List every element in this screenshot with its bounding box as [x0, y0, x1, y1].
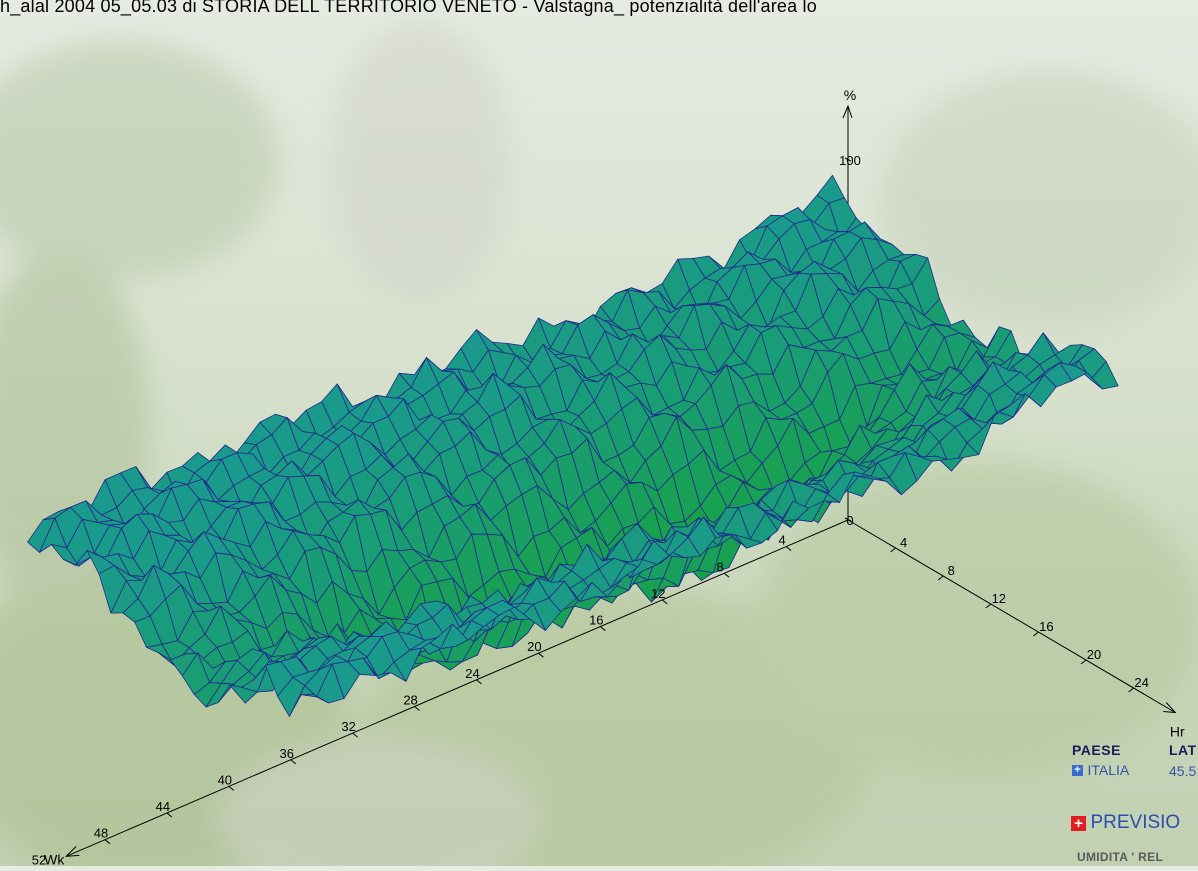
wk-tick-label: 4 [778, 533, 785, 548]
wk-tick-mark [538, 652, 544, 658]
wk-axis-arrow [64, 845, 80, 857]
umidita-label: UMIDITA ' REL [1077, 850, 1164, 864]
hr-tick-label: 20 [1087, 647, 1101, 662]
wk-tick-mark [166, 812, 173, 818]
wk-tick-mark [785, 546, 792, 552]
lat-value: 45.5 [1169, 763, 1197, 779]
wk-tick-label: 36 [279, 746, 293, 761]
lat-heading: LAT [1169, 742, 1197, 758]
wk-tick-mark [661, 599, 668, 605]
country-link[interactable]: ITALIA [1087, 762, 1130, 778]
z-axis-arrow [842, 104, 853, 119]
page-title: h_alal 2004 05_05.03 di STORIA DELL TERR… [0, 0, 817, 16]
hr-tick-label: 16 [1039, 619, 1053, 634]
hr-tick-mark [985, 603, 992, 609]
hr-tick-label: 24 [1134, 675, 1148, 690]
wk-tick-label: 52 [32, 852, 46, 866]
panel-heading-row: PAESE [1072, 742, 1121, 760]
hr-tick-mark [937, 575, 944, 581]
hr-tick-mark [1128, 687, 1134, 693]
wk-tick-label: 16 [589, 613, 603, 628]
wk-tick-label: 24 [465, 666, 479, 681]
z-tick-mark [844, 517, 852, 522]
hr-tick-mark [890, 547, 896, 553]
previsioni-row[interactable]: + PREVISIO [1071, 812, 1180, 834]
hr-axis-label: Hr [1170, 724, 1185, 740]
wk-tick-label: 32 [341, 719, 355, 734]
wk-tick-mark [228, 786, 235, 791]
hr-axis-arrow [1163, 702, 1177, 714]
expand-plus-icon[interactable]: + [1072, 765, 1083, 777]
wk-tick-label: 28 [403, 692, 417, 707]
wk-tick-mark [414, 706, 420, 711]
wk-tick-label: 20 [527, 639, 541, 654]
wk-axis-line [66, 519, 849, 857]
wk-tick-mark [290, 759, 297, 765]
hr-tick-mark [1080, 659, 1087, 665]
surface-cell [300, 693, 329, 704]
expand-plus-icon[interactable]: + [1071, 816, 1086, 832]
hr-tick-label: 8 [948, 563, 955, 578]
z-axis-label: % [844, 87, 856, 103]
wk-tick-label: 8 [717, 559, 724, 574]
hr-tick-label: 4 [900, 535, 907, 550]
humidity-surface [27, 174, 1119, 717]
country-heading: PAESE [1072, 742, 1121, 758]
wk-tick-mark [723, 572, 730, 578]
hr-axis-line [847, 519, 1176, 713]
hr-tick-mark [1033, 631, 1039, 637]
wk-tick-mark [476, 679, 482, 685]
lat-heading-wrap: LAT [1169, 742, 1197, 760]
wk-tick-label: 40 [218, 772, 232, 787]
wk-tick-mark [600, 626, 606, 631]
hr-tick-label: 12 [992, 591, 1006, 606]
wk-tick-label: 48 [94, 826, 108, 841]
wk-tick-mark [352, 732, 358, 738]
wk-axis-label: Wk [44, 851, 65, 866]
wk-tick-label: 12 [651, 586, 665, 601]
country-row[interactable]: + ITALIA [1072, 762, 1129, 780]
lat-value-wrap: 45.5 [1169, 763, 1196, 781]
wk-tick-label: 44 [156, 799, 170, 814]
previsioni-link[interactable]: PREVISIO [1090, 812, 1181, 833]
wk-tick-mark [104, 839, 111, 845]
z-tick-mark [844, 157, 852, 162]
umidita-row: UMIDITA ' REL [1077, 848, 1163, 866]
